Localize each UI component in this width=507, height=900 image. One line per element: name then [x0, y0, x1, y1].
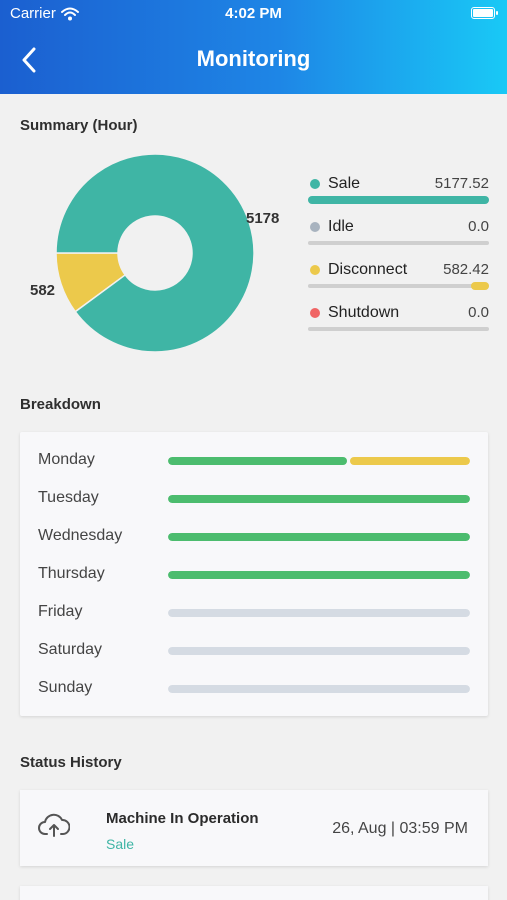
page-title: Monitoring [196, 46, 311, 71]
breakdown-segment [168, 457, 348, 465]
day-bar [168, 495, 470, 503]
carrier-info: Carrier [10, 5, 79, 22]
history-item-time: 26, Aug | 03:59 PM [332, 820, 468, 837]
breakdown-row-wednesday: Wednesday [20, 518, 488, 556]
donut-label-disconnect: 582 [30, 282, 56, 299]
history-item[interactable] [20, 886, 488, 900]
breakdown-row-saturday: Saturday [20, 632, 488, 670]
cloud-upload-icon [38, 813, 70, 837]
legend-dot-icon [310, 179, 320, 189]
breakdown-segment [350, 457, 470, 465]
history-item-status: Sale [106, 836, 135, 852]
history-item[interactable]: Machine In Operation Sale 26, Aug | 03:5… [20, 790, 488, 866]
legend-value: 5177.52 [434, 175, 489, 192]
legend-track [308, 282, 489, 290]
back-button[interactable] [14, 44, 44, 76]
donut-label-sale: 5178 [246, 210, 280, 227]
breakdown-segment [168, 495, 470, 503]
legend-item-sale: Sale 5177.52 [308, 172, 489, 215]
legend-value: 0.0 [468, 304, 489, 321]
legend-track [308, 327, 489, 331]
breakdown-segment [168, 609, 470, 617]
summary-donut-chart [56, 154, 254, 352]
day-bar [168, 457, 470, 465]
breakdown-segment [168, 647, 470, 655]
breakdown-row-tuesday: Tuesday [20, 480, 488, 518]
summary-title: Summary (Hour) [20, 117, 138, 134]
day-bar [168, 685, 470, 693]
day-label: Friday [38, 603, 83, 620]
breakdown-row-sunday: Sunday [20, 670, 488, 708]
day-bar [168, 533, 470, 541]
legend-name: Idle [328, 218, 354, 235]
breakdown-row-monday: Monday [20, 442, 488, 480]
day-label: Thursday [38, 565, 105, 582]
breakdown-row-friday: Friday [20, 594, 488, 632]
breakdown-title: Breakdown [20, 396, 101, 413]
legend-track [308, 241, 489, 245]
day-bar [168, 647, 470, 655]
clock: 4:02 PM [225, 5, 282, 22]
day-bar [168, 571, 470, 579]
carrier-label: Carrier [10, 5, 56, 22]
history-item-title: Machine In Operation [106, 810, 259, 827]
legend-item-disconnect: Disconnect 582.42 [308, 258, 489, 301]
wifi-icon [60, 7, 79, 20]
status-bar: Carrier 4:02 PM [0, 0, 507, 28]
legend-fill [470, 282, 489, 290]
day-label: Saturday [38, 641, 103, 658]
day-label: Sunday [38, 679, 93, 696]
day-bar [168, 609, 470, 617]
breakdown-card: Monday Tuesday Wednesday Thursday Friday Satu… [20, 432, 488, 716]
legend-name: Sale [328, 175, 361, 192]
legend-dot-icon [310, 222, 320, 232]
chevron-left-icon [22, 47, 36, 73]
legend-value: 582.42 [443, 261, 489, 278]
legend-value: 0.0 [468, 218, 489, 235]
status-history-title: Status History [20, 754, 122, 771]
legend-name: Shutdown [328, 304, 400, 321]
battery-icon [471, 7, 498, 19]
day-label: Wednesday [38, 527, 123, 544]
legend-dot-icon [310, 265, 320, 275]
legend-track [308, 196, 489, 204]
day-label: Monday [38, 451, 95, 468]
breakdown-segment [168, 685, 470, 693]
legend-item-shutdown: Shutdown 0.0 [308, 301, 489, 344]
breakdown-segment [168, 533, 470, 541]
legend-fill [308, 196, 489, 204]
breakdown-segment [168, 571, 470, 579]
breakdown-row-thursday: Thursday [20, 556, 488, 594]
summary-legend: Sale 5177.52 Idle 0.0 Disconnect 582.42 Shutdo… [308, 172, 489, 344]
app-header: Carrier 4:02 PM Monitoring [0, 0, 507, 94]
legend-item-idle: Idle 0.0 [308, 215, 489, 258]
legend-dot-icon [310, 308, 320, 318]
donut-slice-sale [56, 154, 254, 352]
day-label: Tuesday [38, 489, 99, 506]
legend-name: Disconnect [328, 261, 408, 278]
